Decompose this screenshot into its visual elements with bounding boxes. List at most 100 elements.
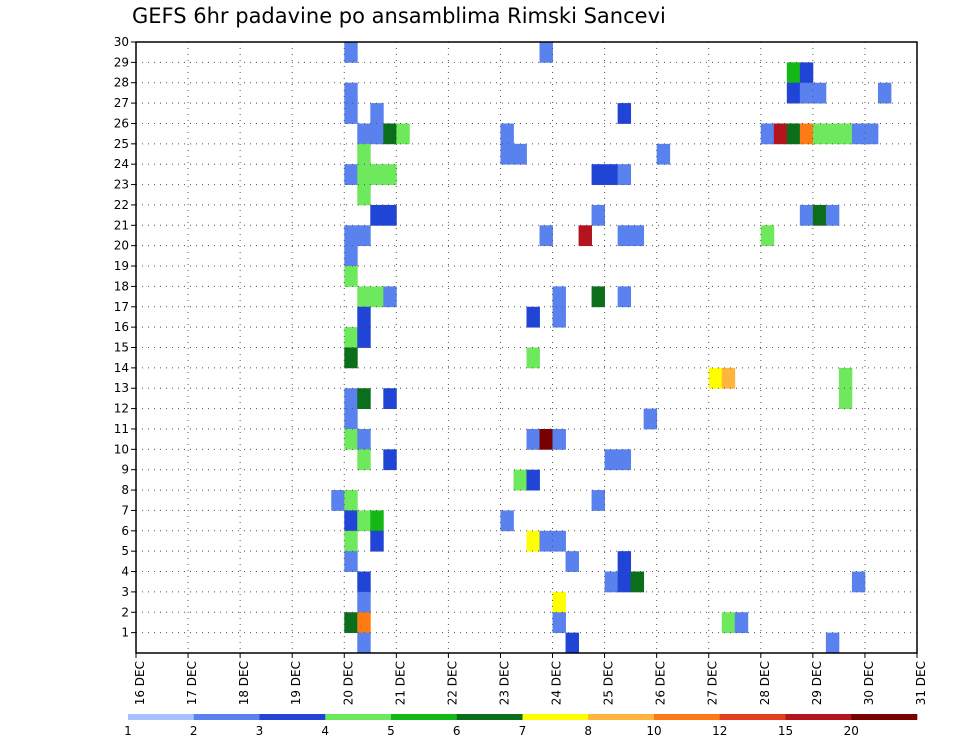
heatmap-cell [513, 469, 527, 491]
heatmap-cell [526, 530, 540, 552]
y-tick-label: 24 [114, 157, 129, 171]
legend-label: 12 [712, 724, 727, 738]
x-tick-label: 17 DEC [185, 661, 199, 705]
y-tick-label: 29 [114, 55, 129, 69]
color-legend: 1 2 3 4 5 6 7 8 10 12 15 20 [124, 714, 918, 738]
heatmap-cell [344, 612, 358, 634]
heatmap-cell [344, 266, 358, 287]
y-tick-label: 26 [114, 116, 129, 130]
y-tick-label: 5 [121, 544, 129, 558]
heatmap-cell [604, 449, 619, 471]
x-tick-label: 19 DEC [289, 661, 303, 705]
heatmap-cell [370, 164, 384, 185]
heatmap-cell [331, 490, 345, 511]
heatmap-cell [812, 123, 827, 145]
heatmap-cell [617, 449, 632, 471]
heatmap-cell [370, 530, 384, 552]
legend-label: 10 [646, 724, 661, 738]
heatmap-cell [630, 571, 645, 593]
legend-swatch [719, 714, 786, 720]
heatmap-cell [838, 367, 853, 389]
chart-title: GEFS 6hr padavine po ansamblima Rimski S… [132, 4, 666, 28]
legend-label: 5 [387, 724, 395, 738]
heatmap-cell [838, 388, 853, 409]
heatmap-cell [812, 82, 827, 104]
heatmap-cell [591, 164, 605, 185]
heatmap-cell [552, 530, 566, 552]
heatmap-cell [825, 204, 840, 226]
legend-swatch [193, 714, 260, 720]
heatmap-cell [552, 306, 566, 328]
heatmap-cell [357, 571, 371, 593]
heatmap-cell [344, 510, 358, 532]
heatmap-cell [383, 123, 397, 145]
x-tick-label: 31 DEC [914, 661, 928, 705]
heatmap-cell [357, 286, 371, 308]
heatmap-cell [357, 184, 371, 206]
heatmap-cell [357, 612, 371, 634]
heatmap-cell [539, 225, 553, 247]
x-tick-label: 25 DEC [602, 661, 616, 705]
heatmap-cell [825, 123, 840, 145]
y-tick-label: 8 [121, 483, 129, 497]
legend-swatch [785, 714, 852, 720]
heatmap-cell [552, 428, 566, 450]
y-tick-label: 4 [121, 565, 129, 579]
heatmap-cell [851, 571, 866, 593]
heatmap-cell [591, 286, 605, 308]
heatmap-cell [357, 591, 371, 613]
heatmap-cell [344, 327, 358, 348]
heatmap-cell [344, 530, 358, 552]
heatmap-cell [344, 82, 358, 104]
y-tick-label: 19 [114, 259, 129, 273]
legend-label: 8 [584, 724, 592, 738]
heatmap-cell [383, 449, 397, 471]
heatmap-cell [344, 225, 358, 247]
y-tick-label: 21 [114, 218, 129, 232]
x-tick-label: 30 DEC [862, 661, 876, 705]
y-tick-label: 7 [121, 503, 129, 517]
legend-label: 3 [256, 724, 264, 738]
y-tick-label: 28 [114, 76, 129, 90]
heatmap-cell [721, 612, 736, 634]
heatmap-cell [344, 551, 358, 572]
heatmap-cell [383, 204, 397, 226]
heatmap-cell [812, 204, 827, 226]
legend-swatch [851, 714, 918, 720]
heatmap-cell [786, 123, 801, 145]
y-tick-label: 22 [114, 198, 129, 212]
y-tick-label: 18 [114, 279, 129, 293]
heatmap-cell [552, 286, 566, 308]
y-tick-label: 20 [114, 239, 129, 253]
grid-lines [136, 42, 917, 653]
legend-swatch [654, 714, 721, 720]
heatmap-cell [344, 103, 358, 124]
x-tick-label: 21 DEC [393, 661, 407, 705]
legend-swatch [128, 714, 195, 720]
heatmap-cell [617, 551, 632, 572]
legend-swatch [259, 714, 326, 720]
heatmap-cell [799, 123, 814, 145]
heatmap-cell [370, 286, 384, 308]
heatmap-cell [552, 591, 566, 613]
heatmap-cell [344, 428, 358, 450]
heatmap-cell [344, 164, 358, 185]
heatmap-cell [799, 62, 814, 84]
x-tick-label: 27 DEC [706, 661, 720, 705]
y-tick-label: 13 [114, 381, 129, 395]
heatmap-cell [370, 123, 384, 145]
x-tick-label: 29 DEC [810, 661, 824, 705]
x-tick-label: 16 DEC [133, 661, 147, 705]
y-tick-label: 1 [121, 626, 129, 640]
y-tick-label: 9 [121, 463, 129, 477]
heatmap-cell [357, 428, 371, 450]
heatmap-cell [799, 82, 814, 104]
heatmap-cell [357, 327, 371, 348]
heatmap-cell [383, 286, 397, 308]
heatmap-cell [357, 225, 371, 247]
y-tick-label: 11 [114, 422, 129, 436]
y-tick-label: 15 [114, 341, 129, 355]
heatmap-cell [760, 225, 775, 247]
legend-label: 4 [321, 724, 329, 738]
